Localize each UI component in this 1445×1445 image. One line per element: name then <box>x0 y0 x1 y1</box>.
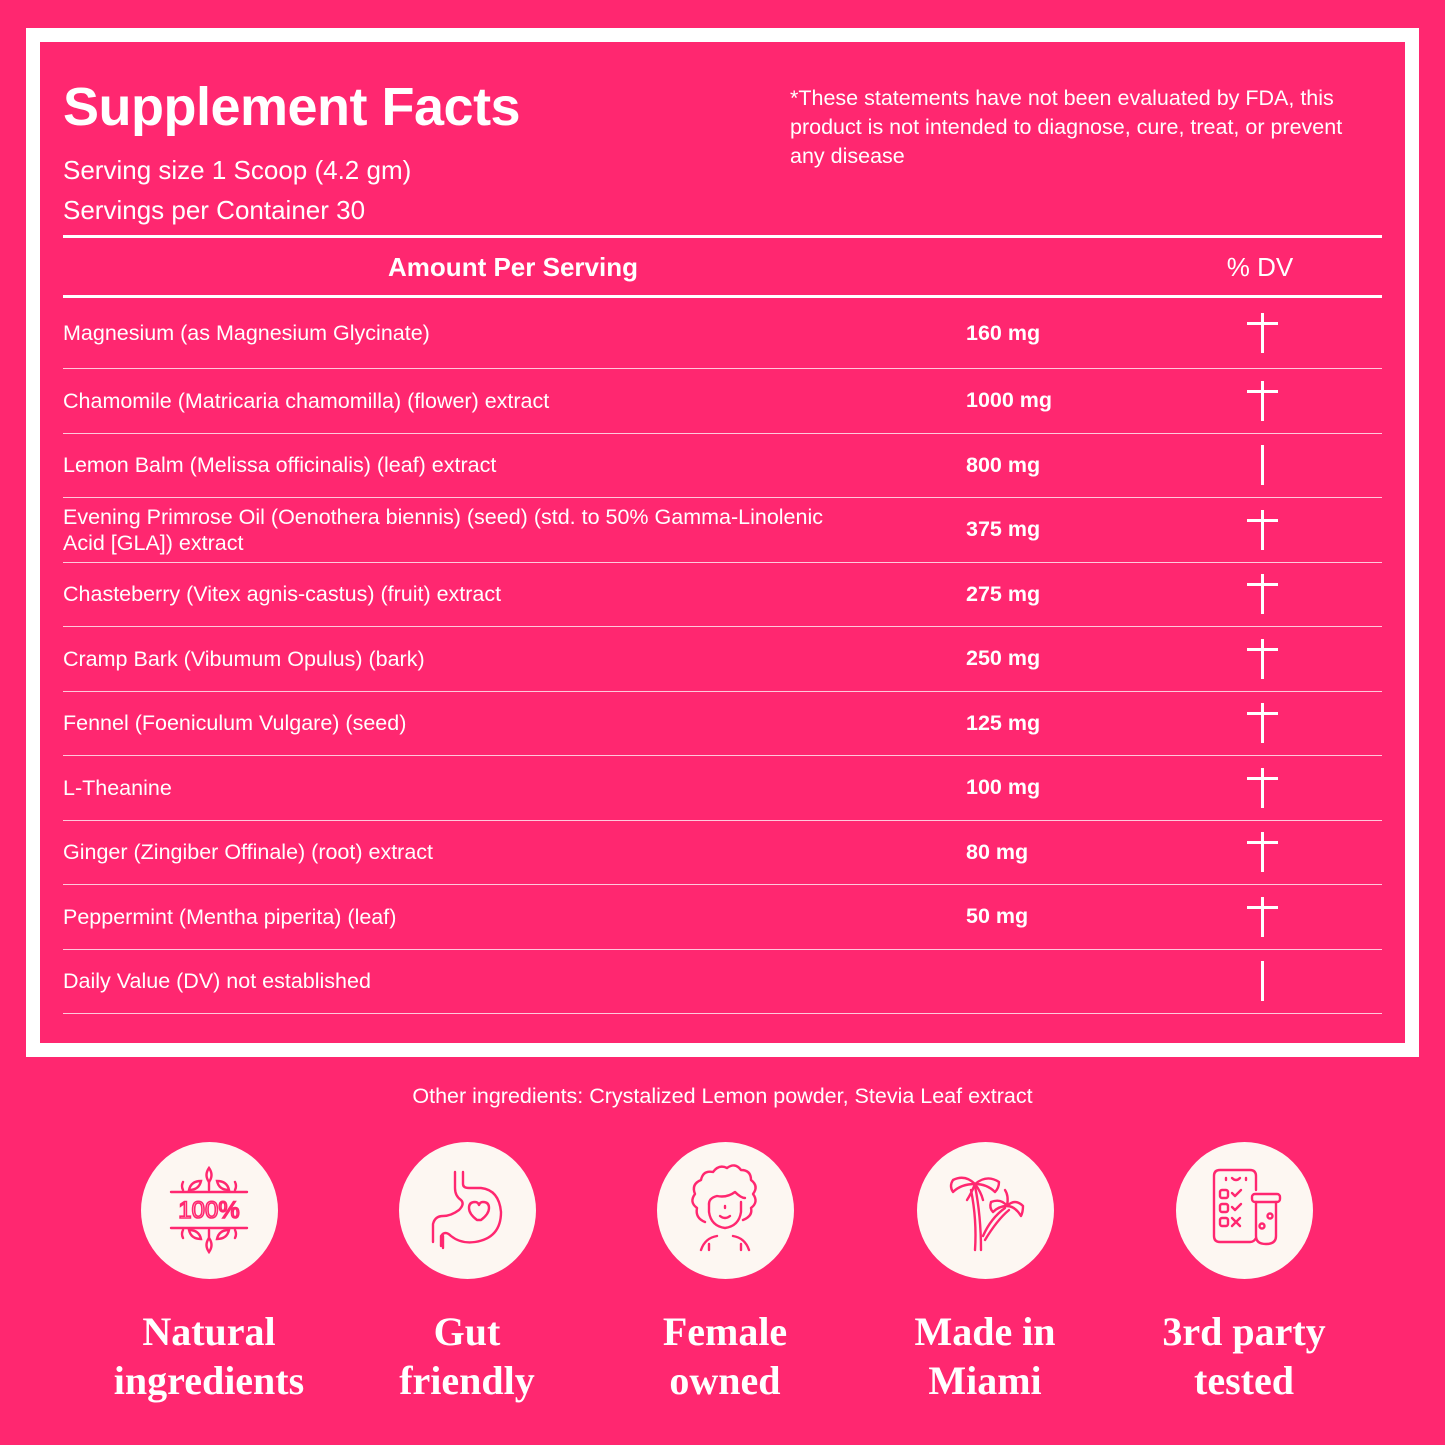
page-title: Supplement Facts <box>63 77 521 137</box>
stomach-heart-icon <box>431 1170 502 1250</box>
dagger-icon <box>1247 896 1279 937</box>
dagger-icon <box>1247 832 1279 873</box>
header-divider-bottom <box>63 295 1382 298</box>
ingredient-name: Magnesium (as Magnesium Glycinate) <box>63 321 430 345</box>
badge-gut-friendly: Gut friendly <box>337 1142 597 1405</box>
badge-label: 3rd party tested <box>1162 1309 1326 1403</box>
table-row: Daily Value (DV) not established <box>63 950 1382 1014</box>
woman-curly-hair-icon <box>690 1164 757 1252</box>
badge-female-owned: Female owned <box>595 1142 855 1405</box>
ingredients-table: Magnesium (as Magnesium Glycinate) 160 m… <box>63 298 1382 1014</box>
ingredient-name: Evening Primrose Oil (Oenothera biennis)… <box>63 504 823 555</box>
badge-third-party-tested: 3rd party tested <box>1114 1142 1374 1405</box>
header-divider-top <box>63 235 1382 238</box>
badge-made-in-miami: Made in Miami <box>855 1142 1115 1405</box>
palm-trees-icon <box>949 1176 1024 1252</box>
ingredient-amount: 80 mg <box>966 839 1029 864</box>
ingredient-name: Lemon Balm (Melissa officinalis) (leaf) … <box>63 453 497 478</box>
feature-badges: 100% Natural ingredients Gut friendly <box>0 1142 1445 1422</box>
ingredient-amount: 160 mg <box>966 320 1041 345</box>
table-row: Fennel (Foeniculum Vulgare) (seed) 125 m… <box>63 692 1382 756</box>
column-header-amount: Amount Per Serving <box>388 252 638 282</box>
serving-size: Serving size 1 Scoop (4.2 gm) <box>63 155 412 185</box>
badge-circle <box>398 1142 536 1279</box>
vertical-bar-icon <box>1247 445 1279 486</box>
badge-natural-ingredients: 100% Natural ingredients <box>79 1142 339 1405</box>
dagger-icon <box>1247 574 1279 615</box>
supplement-facts-panel: Supplement Facts Serving size 1 Scoop (4… <box>40 42 1405 1043</box>
table-row: Peppermint (Mentha piperita) (leaf) 50 m… <box>63 885 1382 950</box>
table-row: Cramp Bark (Vibumum Opulus) (bark) 250 m… <box>63 627 1382 692</box>
supplement-facts-frame: Supplement Facts Serving size 1 Scoop (4… <box>26 28 1419 1057</box>
ingredient-name: Daily Value (DV) not established <box>63 969 371 994</box>
ingredient-amount: 250 mg <box>966 646 1041 671</box>
dagger-icon <box>1247 313 1279 353</box>
badge-label: Natural ingredients <box>113 1309 305 1403</box>
ingredient-amount: 375 mg <box>966 517 1041 542</box>
checklist-test-tube-icon <box>1212 1168 1281 1246</box>
ingredient-amount: 50 mg <box>966 904 1029 929</box>
table-row: L-Theanine 100 mg <box>63 756 1382 821</box>
dagger-icon <box>1247 767 1279 808</box>
dagger-icon <box>1247 638 1279 679</box>
servings-per-container: Servings per Container 30 <box>63 195 366 225</box>
ingredient-name: Peppermint (Mentha piperita) (leaf) <box>63 904 397 929</box>
table-row: Ginger (Zingiber Offinale) (root) extrac… <box>63 821 1382 885</box>
ingredient-name: Fennel (Foeniculum Vulgare) (seed) <box>63 711 407 736</box>
dagger-icon <box>1247 380 1279 421</box>
ingredient-name: L-Theanine <box>63 775 172 800</box>
svg-text:100%: 100% <box>178 1197 239 1224</box>
badge-label: Female owned <box>662 1309 788 1403</box>
badge-circle <box>656 1142 794 1279</box>
ingredient-amount: 800 mg <box>966 452 1041 477</box>
table-row: Chamomile (Matricaria chamomilla) (flowe… <box>63 369 1382 434</box>
dagger-icon <box>1247 509 1279 550</box>
fda-disclaimer: *These statements have not been evaluate… <box>790 86 1343 168</box>
ingredient-amount: 125 mg <box>966 710 1041 735</box>
ingredient-name: Ginger (Zingiber Offinale) (root) extrac… <box>63 840 434 865</box>
table-row: Magnesium (as Magnesium Glycinate) 160 m… <box>63 298 1382 369</box>
natural-100-percent-icon: 100% <box>169 1165 248 1255</box>
badge-circle <box>1175 1142 1313 1279</box>
ingredient-name: Chasteberry (Vitex agnis-castus) (fruit)… <box>63 582 502 607</box>
ingredient-name: Cramp Bark (Vibumum Opulus) (bark) <box>63 646 425 671</box>
badge-label: Gut friendly <box>399 1309 535 1403</box>
badge-circle <box>916 1142 1054 1279</box>
serving-info: Serving size 1 Scoop (4.2 gm) Servings p… <box>63 150 411 230</box>
other-ingredients: Other ingredients: Crystalized Lemon pow… <box>412 1084 1033 1108</box>
badge-label: Made in Miami <box>914 1309 1056 1403</box>
ingredient-name: Chamomile (Matricaria chamomilla) (flowe… <box>63 388 550 413</box>
table-row: Chasteberry (Vitex agnis-castus) (fruit)… <box>63 563 1382 627</box>
ingredient-amount: 100 mg <box>966 775 1041 800</box>
table-row: Evening Primrose Oil (Oenothera biennis)… <box>63 498 1382 563</box>
ingredient-amount: 275 mg <box>966 581 1041 606</box>
column-header-dv: % DV <box>1226 252 1294 282</box>
dagger-icon <box>1247 703 1279 744</box>
ingredient-amount: 1000 mg <box>966 388 1053 413</box>
badge-circle: 100% <box>140 1142 278 1279</box>
table-row: Lemon Balm (Melissa officinalis) (leaf) … <box>63 434 1382 498</box>
vertical-bar-icon <box>1247 961 1279 1002</box>
